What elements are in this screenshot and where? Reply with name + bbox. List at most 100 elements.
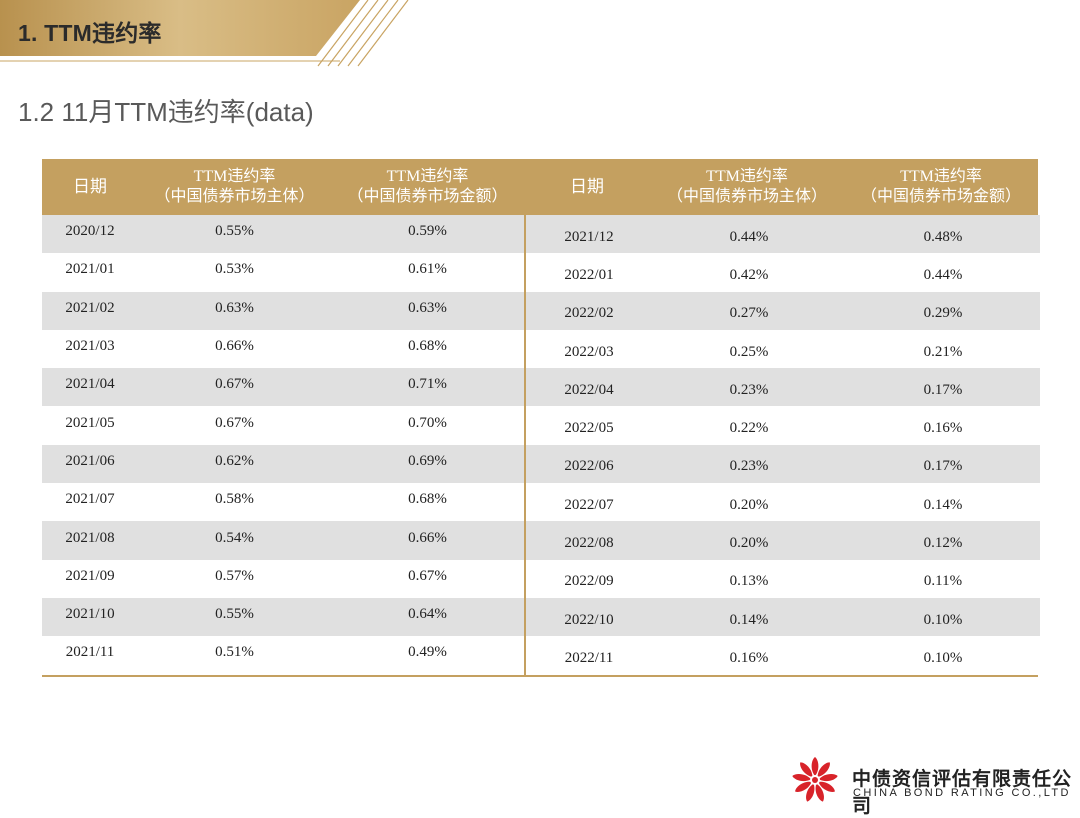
cell-entity: 0.13% [729, 573, 769, 590]
red-flower-logo-icon [791, 757, 839, 803]
cell-amount: 0.21% [923, 343, 963, 360]
table-row: 2022/11 0.16% 0.10% [526, 636, 1040, 674]
cell-amount: 0.44% [923, 266, 963, 283]
cell-date: 2022/06 [564, 458, 614, 475]
cell-amount: 0.10% [923, 649, 963, 666]
cell-date: 2022/07 [564, 496, 614, 513]
header-entity: TTM违约率 （中国债券市场主体） [138, 159, 331, 215]
cell-entity: 0.67% [215, 376, 254, 393]
table-row: 2021/02 0.63% 0.63% [42, 291, 524, 330]
cell-amount: 0.67% [408, 567, 447, 584]
table-row: 2022/09 0.13% 0.11% [526, 560, 1040, 598]
table-row: 2022/08 0.20% 0.12% [526, 521, 1040, 560]
cell-entity: 0.54% [215, 529, 254, 546]
table-row: 2021/06 0.62% 0.69% [42, 444, 524, 484]
cell-date: 2020/12 [65, 223, 115, 240]
cell-amount: 0.68% [408, 338, 447, 355]
banner-title: 1. TTM违约率 [18, 20, 162, 46]
cell-entity: 0.14% [729, 611, 769, 628]
cell-entity: 0.25% [729, 343, 769, 360]
cell-amount: 0.69% [408, 452, 447, 469]
cell-date: 2021/08 [65, 529, 115, 546]
header-amount-line1: TTM违约率 [386, 168, 469, 185]
cell-amount: 0.68% [408, 491, 447, 508]
company-name-en: CHINA BOND RATING CO.,LTD [853, 787, 1071, 799]
header-date-label: 日期 [73, 177, 107, 196]
header-date-2: 日期 [524, 159, 650, 215]
cell-entity: 0.55% [215, 223, 254, 240]
cell-date: 2022/08 [564, 535, 614, 552]
cell-date: 2022/10 [564, 611, 614, 628]
cell-amount: 0.11% [923, 573, 963, 590]
cell-entity: 0.63% [215, 299, 254, 316]
cell-date: 2021/06 [65, 452, 115, 469]
table-row: 2021/03 0.66% 0.68% [42, 330, 524, 368]
cell-amount: 0.10% [923, 611, 963, 628]
cell-date: 2021/10 [65, 606, 115, 623]
cell-amount: 0.16% [923, 420, 963, 437]
table-left-half: 2020/12 0.55% 0.59% 2021/01 0.53% 0.61% 2021/0… [42, 215, 526, 675]
header-amount-line2: （中国债券市场金额） [347, 188, 508, 205]
table-row: 2022/01 0.42% 0.44% [526, 253, 1040, 291]
table-row: 2021/07 0.58% 0.68% [42, 483, 524, 521]
table-row: 2022/10 0.14% 0.10% [526, 597, 1040, 637]
cell-amount: 0.64% [408, 606, 447, 623]
cell-entity: 0.66% [215, 338, 254, 355]
default-rate-table: 日期 TTM违约率 （中国债券市场主体） TTM违约率 （中国债券市场金额） 日… [42, 159, 1040, 677]
cell-date: 2022/02 [564, 305, 614, 322]
header-date: 日期 [42, 159, 138, 215]
cell-amount: 0.12% [923, 535, 963, 552]
banner-shape [0, 0, 409, 67]
cell-amount: 0.48% [923, 228, 963, 245]
table-row: 2021/12 0.44% 0.48% [526, 215, 1040, 254]
cell-entity: 0.55% [215, 606, 254, 623]
cell-date: 2021/09 [65, 567, 115, 584]
cell-amount: 0.66% [408, 529, 447, 546]
table-row: 2022/04 0.23% 0.17% [526, 368, 1040, 407]
table-row: 2020/12 0.55% 0.59% [42, 215, 524, 254]
cell-entity: 0.16% [729, 649, 769, 666]
cell-amount: 0.61% [408, 261, 447, 278]
cell-date: 2022/09 [564, 573, 614, 590]
table-row: 2022/02 0.27% 0.29% [526, 291, 1040, 330]
cell-date: 2021/12 [564, 228, 614, 245]
cell-entity: 0.23% [729, 458, 769, 475]
cell-entity: 0.22% [729, 420, 769, 437]
header-amount: TTM违约率 （中国债券市场金额） [331, 159, 524, 215]
table-row: 2021/10 0.55% 0.64% [42, 597, 524, 637]
cell-entity: 0.53% [215, 261, 254, 278]
cell-amount: 0.49% [408, 644, 447, 661]
cell-entity: 0.67% [215, 414, 254, 431]
cell-amount: 0.14% [923, 496, 963, 513]
cell-date: 2022/01 [564, 266, 614, 283]
table-row: 2021/11 0.51% 0.49% [42, 636, 524, 674]
cell-amount: 0.71% [408, 376, 447, 393]
cell-date: 2021/05 [65, 414, 115, 431]
header-date-label-2: 日期 [570, 177, 604, 196]
table-row: 2022/06 0.23% 0.17% [526, 444, 1040, 484]
cell-entity: 0.51% [215, 644, 254, 661]
table-header: 日期 TTM违约率 （中国债券市场主体） TTM违约率 （中国债券市场金额） 日… [42, 159, 1038, 215]
cell-entity: 0.57% [215, 567, 254, 584]
table-row: 2021/01 0.53% 0.61% [42, 253, 524, 291]
table-row: 2021/04 0.67% 0.71% [42, 368, 524, 407]
cell-entity: 0.20% [729, 535, 769, 552]
cell-entity: 0.44% [729, 228, 769, 245]
header-amount-2: TTM违约率 （中国债券市场金额） [844, 159, 1038, 215]
header-entity-line2: （中国债券市场主体） [154, 188, 315, 205]
title-banner: 1. TTM违约率 [0, 0, 420, 68]
header-amount-line2-2: （中国债券市场金额） [860, 188, 1021, 205]
header-entity-line1-2: TTM违约率 [706, 168, 788, 185]
table-row: 2021/09 0.57% 0.67% [42, 560, 524, 598]
cell-amount: 0.63% [408, 299, 447, 316]
table-row: 2022/05 0.22% 0.16% [526, 406, 1040, 444]
cell-entity: 0.23% [729, 381, 769, 398]
header-amount-line1-2: TTM违约率 [900, 168, 982, 185]
cell-date: 2022/03 [564, 343, 614, 360]
cell-date: 2021/11 [65, 644, 115, 661]
cell-date: 2021/01 [65, 261, 115, 278]
cell-amount: 0.17% [923, 458, 963, 475]
cell-date: 2022/04 [564, 381, 614, 398]
cell-date: 2021/03 [65, 338, 115, 355]
cell-date: 2022/05 [564, 420, 614, 437]
